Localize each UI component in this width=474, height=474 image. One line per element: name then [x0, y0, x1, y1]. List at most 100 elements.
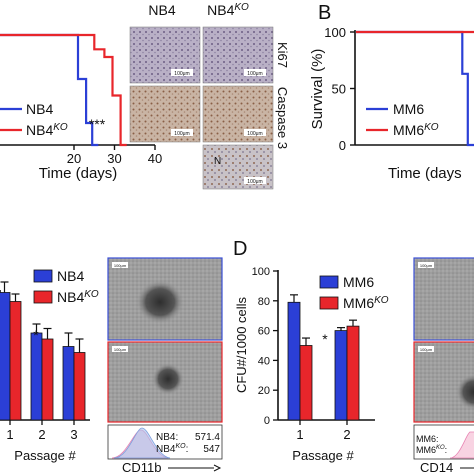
scale-bar-label: 100μm [247, 71, 262, 77]
survival-line-nb4 [0, 33, 99, 147]
panel-b-y-ticks: 0 50 100 [324, 25, 355, 153]
row-label-ki67: Ki67 [275, 42, 290, 68]
panel-c-flow-histogram: NB4: 571.4 NB4KO: 547 CD11b [107, 424, 223, 474]
panel-b-x-label: Time (days [388, 165, 462, 182]
panel-d-legend-label-mm6ko: MM6 [343, 295, 374, 311]
flow-label-sup: KO [436, 445, 445, 451]
scale-bars-a: 100μm 100μm 100μm 100μm 100μm [171, 69, 266, 185]
svg-text:MM6KO: MM6KO [343, 295, 389, 311]
svg-text:NB4KO:: NB4KO: [156, 443, 188, 455]
panel-d-flow-histogram: MM6: MM6KO: CD14 [413, 424, 474, 474]
flow-label-nb4: NB4: [156, 432, 178, 443]
survival-line-nb4ko [0, 33, 127, 147]
svg-text:NB4KO: NB4KO [57, 289, 99, 305]
bar-nb4-passage-2 [30, 332, 43, 421]
x-tick-label: 20 [67, 151, 81, 166]
bar-nb4ko-passage-3 [73, 352, 86, 421]
flow-x-label-cd14: CD14 [420, 460, 453, 474]
scale-bar-box [244, 129, 266, 136]
y-tick-label: 100 [324, 25, 346, 40]
panel-c-legend: NB4 NB4KO [33, 268, 99, 305]
x-tick-label: 1 [296, 427, 303, 442]
bar-mm6-passage-1 [287, 301, 301, 421]
panel-c-significance: * [33, 327, 39, 343]
bar-nb4ko-passage-1 [9, 301, 22, 421]
scale-bar-box [418, 346, 434, 352]
scale-bar-label: 100μm [247, 179, 262, 185]
panel-d-y-ticks: 0 20 40 60 80 100 [252, 266, 278, 427]
panel-c-colony-images: 100μm 100μm [107, 257, 223, 423]
scale-bar-label: 100μm [174, 131, 189, 137]
x-tick-label: 40 [148, 151, 162, 166]
bar-mm6ko-passage-1 [299, 345, 313, 421]
panel-d-legend-item-mm6: MM6 [319, 274, 374, 290]
panel-a-legend: NB4 NB4KO [0, 101, 68, 138]
y-tick-label: 100 [252, 266, 270, 278]
scale-bar-box [244, 177, 266, 184]
panel-c-x-label: Passage # [14, 448, 76, 463]
bar-mm6ko-passage-2 [346, 325, 360, 421]
panel-b: B Survival (%) 0 50 100 Time (days MM6 MM6… [309, 2, 474, 182]
panel-a-col-header-nb4: NB4 [148, 2, 175, 18]
flow-label-mm6: MM6: [416, 434, 439, 444]
panel-a-x-ticks: 20 30 40 [67, 145, 162, 166]
panel-a-legend-label-nb4ko: NB4 [26, 122, 53, 138]
row-label-caspase3: Caspase 3 [275, 87, 290, 149]
y-tick-label: 50 [332, 82, 346, 97]
x-tick-label: 2 [38, 427, 45, 442]
panel-b-y-label: Survival (%) [309, 49, 326, 130]
y-tick-label: 80 [258, 296, 270, 308]
colony-nb4 [136, 280, 184, 324]
panel-b-legend-item-mm6ko: MM6KO [366, 122, 439, 138]
panel-b-legend-item-mm6: MM6 [366, 101, 424, 117]
x-tick-label: 3 [70, 427, 77, 442]
panel-d-colony-images: 100μm 100μm [413, 257, 474, 423]
bar-nb4-passage-3 [62, 346, 75, 421]
y-tick-label: 60 [258, 326, 270, 338]
scale-bar-label: 100μm [174, 71, 189, 77]
panel-a-legend-label-nb4: NB4 [26, 101, 53, 117]
colony-image-mm6 [413, 257, 474, 341]
panel-a-x-label: Time (days) [39, 165, 118, 182]
panel-a-significance: *** [89, 116, 106, 132]
colony-mm6ko [456, 374, 474, 410]
colony-nb4ko [152, 363, 184, 395]
necrosis-region-label: N [214, 156, 221, 167]
panel-a-legend-item-nb4ko: NB4KO [0, 122, 68, 138]
panel-c-legend-item-nb4: NB4 [33, 268, 84, 284]
panel-b-legend-label-mm6: MM6 [393, 101, 424, 117]
panel-d-legend-sup-mm6ko: KO [374, 295, 389, 306]
panel-d-significance: * [322, 331, 328, 347]
panel-b-series [356, 30, 474, 147]
x-tick-label: 30 [107, 151, 121, 166]
panel-b-legend: MM6 MM6KO [366, 101, 439, 138]
scale-bar-box [418, 262, 434, 268]
panel-a-col-header-sup: KO [234, 2, 249, 13]
flow-value-nb4: 571.4 [195, 432, 220, 443]
arrow-right-icon [213, 464, 222, 472]
y-tick-label: 0 [264, 415, 270, 427]
flow-label-sup: KO [175, 443, 186, 450]
scale-bar-label: 100μm [114, 347, 127, 352]
panel-c-bars [0, 281, 86, 421]
scale-bar-label: 100μm [420, 263, 433, 268]
panel-c-legend-item-nb4ko: NB4KO [33, 289, 99, 305]
panel-c-legend-label-nb4: NB4 [57, 268, 84, 284]
scale-bar-box [112, 262, 128, 268]
scale-bar-label: 100μm [420, 347, 433, 352]
panel-a-col-header-nb4ko: NB4 [207, 2, 234, 18]
scale-bar-label: 100μm [247, 131, 262, 137]
panel-d-bars [287, 294, 360, 421]
y-tick-label: 40 [258, 355, 270, 367]
panel-d-legend-item-mm6ko: MM6KO [319, 295, 389, 311]
flow-value-nb4ko: 547 [203, 444, 220, 455]
panel-a-legend-sup-nb4ko: KO [53, 122, 68, 133]
flow-x-label-cd11b: CD11b [122, 460, 162, 474]
panel-d-legend: MM6 MM6KO [319, 274, 389, 311]
svg-text:NB4KO: NB4KO [207, 2, 249, 18]
scale-bar-box [112, 346, 128, 352]
